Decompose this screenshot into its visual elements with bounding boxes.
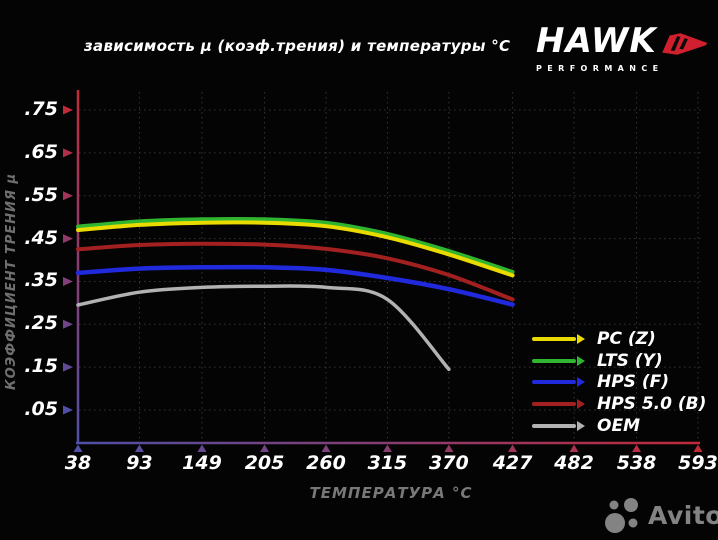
x-tick-label: 427 xyxy=(492,452,533,474)
x-tick-label: 260 xyxy=(306,452,346,474)
y-tick-arrow-icon xyxy=(63,362,73,372)
legend-line-sample xyxy=(532,402,576,407)
legend: PC (Z) LTS (Y) HPS (F) HPS 5.0 (B) OEM xyxy=(532,328,706,437)
legend-arrow-icon xyxy=(577,399,585,410)
legend-line-sample xyxy=(532,424,576,429)
y-tick-label: .05 xyxy=(24,398,58,421)
legend-label: OEM xyxy=(597,416,640,437)
y-tick-arrow-icon xyxy=(63,234,73,244)
x-tick-arrow-icon xyxy=(197,444,207,452)
hawk-wing-icon xyxy=(661,33,707,55)
x-tick-arrow-icon xyxy=(382,444,392,452)
x-tick-label: 315 xyxy=(367,452,408,474)
legend-arrow-icon xyxy=(577,333,585,344)
y-tick-arrow-icon xyxy=(63,319,73,329)
x-tick-label: 149 xyxy=(182,452,222,474)
y-tick-label: .65 xyxy=(24,140,58,163)
y-tick-label: .35 xyxy=(24,269,58,292)
legend-arrow-icon xyxy=(577,377,585,388)
series-line-oem xyxy=(76,284,451,372)
x-tick-arrow-icon xyxy=(508,444,518,452)
legend-label: HPS (F) xyxy=(597,372,670,393)
x-tick-label: 38 xyxy=(64,452,92,474)
x-tick-label: 538 xyxy=(616,452,657,474)
y-axis-title: КОЭФФИЦИЕНТ ТРЕНИЯ μ xyxy=(4,172,19,390)
legend-line-sample xyxy=(532,336,576,341)
watermark: Avito xyxy=(602,494,718,536)
x-tick-label: 93 xyxy=(126,452,153,474)
legend-label: LTS (Y) xyxy=(597,350,663,371)
y-tick-arrow-icon xyxy=(63,405,73,415)
legend-item: HPS 5.0 (B) xyxy=(532,393,706,415)
hawk-logo: HAWK PERFORMANCE xyxy=(536,21,708,73)
y-tick-label: .45 xyxy=(24,226,58,249)
series-line-lts-y xyxy=(76,216,515,274)
hawk-subtitle: PERFORMANCE xyxy=(536,64,664,73)
x-tick-label: 593 xyxy=(678,452,718,474)
legend-arrow-icon xyxy=(577,421,585,432)
y-tick-label: .55 xyxy=(24,183,58,206)
legend-item: PC (Z) xyxy=(532,328,706,350)
y-tick-label: .25 xyxy=(24,312,58,335)
y-tick-label: .75 xyxy=(24,98,58,120)
x-tick-arrow-icon xyxy=(444,444,454,452)
chart-title: зависимость μ (коэф.трения) и температур… xyxy=(84,37,511,55)
series-line-hps-f xyxy=(75,264,515,307)
x-tick-arrow-icon xyxy=(260,444,270,452)
legend-line-sample xyxy=(532,380,576,385)
y-tick-label: .15 xyxy=(24,355,58,378)
x-tick-arrow-icon xyxy=(134,444,144,452)
x-tick-label: 370 xyxy=(429,452,469,474)
y-tick-arrow-icon xyxy=(63,191,73,201)
hawk-brand-text: HAWK xyxy=(536,21,657,61)
legend-item: HPS (F) xyxy=(532,372,706,394)
x-tick-label: 205 xyxy=(244,452,285,474)
legend-line-sample xyxy=(532,358,576,363)
y-tick-arrow-icon xyxy=(63,148,73,158)
x-tick-arrow-icon xyxy=(321,444,331,452)
legend-label: HPS 5.0 (B) xyxy=(597,394,707,415)
legend-item: OEM xyxy=(532,415,706,437)
avito-logo-icon xyxy=(605,498,638,533)
y-tick-arrow-icon xyxy=(63,276,73,286)
watermark-text: Avito xyxy=(648,500,718,530)
series-line-pc-z xyxy=(76,220,515,278)
x-tick-arrow-icon xyxy=(632,444,642,452)
y-tick-arrow-icon xyxy=(63,105,73,115)
x-tick-arrow-icon xyxy=(693,444,703,452)
x-tick-arrow-icon xyxy=(569,444,579,452)
legend-item: LTS (Y) xyxy=(532,350,706,372)
x-tick-arrow-icon xyxy=(73,444,83,452)
x-axis-title: ТЕМПЕРАТУРА °C xyxy=(309,484,473,502)
legend-label: PC (Z) xyxy=(597,328,656,349)
series-line-hps-5-0-b xyxy=(76,241,515,302)
legend-arrow-icon xyxy=(577,355,585,366)
x-tick-label: 482 xyxy=(554,452,594,474)
